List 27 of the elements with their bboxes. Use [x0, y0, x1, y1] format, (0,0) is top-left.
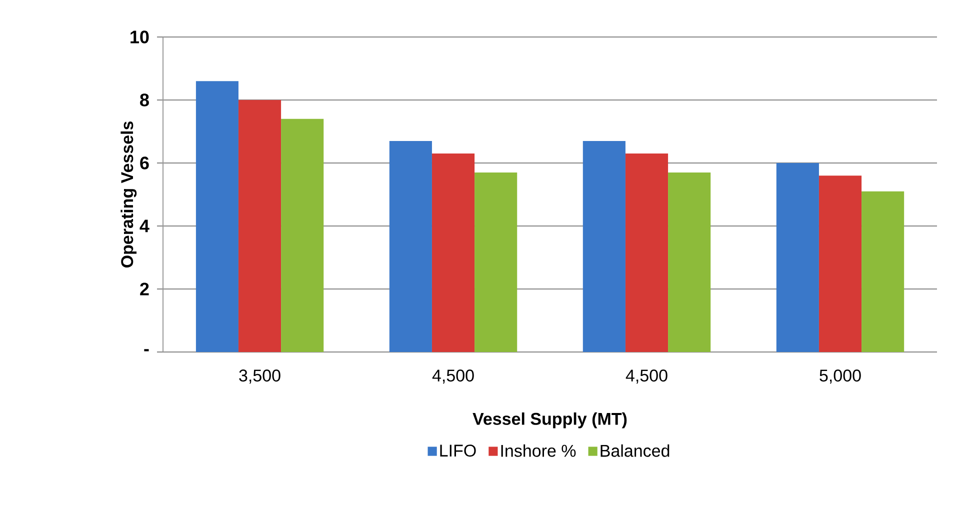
bar — [582, 140, 626, 352]
bar — [668, 172, 711, 352]
bar — [862, 191, 904, 352]
bar — [281, 118, 324, 352]
y-tick-label: 6 — [140, 156, 149, 170]
bar — [196, 81, 238, 352]
bar — [474, 172, 518, 352]
bar — [625, 154, 668, 352]
x-tick-label: 4,500 — [432, 370, 474, 384]
y-tick-label: 2 — [140, 282, 149, 296]
x-tick-label: 5,000 — [820, 370, 861, 384]
x-tick-label: 4,500 — [626, 370, 668, 384]
bar — [776, 162, 819, 352]
y-axis-title: Operating Vessels — [120, 121, 137, 268]
legend-label: Inshore % — [501, 444, 576, 457]
y-tick-label: 8 — [140, 94, 149, 106]
bar — [389, 140, 432, 352]
x-axis-title: Vessel Supply (MT) — [472, 412, 627, 428]
legend-label: Balanced — [600, 444, 670, 457]
bar — [818, 176, 862, 352]
bar — [238, 100, 282, 352]
y-tick-label: - — [144, 349, 149, 352]
y-tick-label: 4 — [140, 220, 150, 232]
legend-label: LIFO — [440, 444, 476, 457]
bar — [432, 154, 475, 352]
x-tick-label: 3,500 — [239, 370, 280, 384]
y-tick-label: 10 — [130, 30, 149, 44]
